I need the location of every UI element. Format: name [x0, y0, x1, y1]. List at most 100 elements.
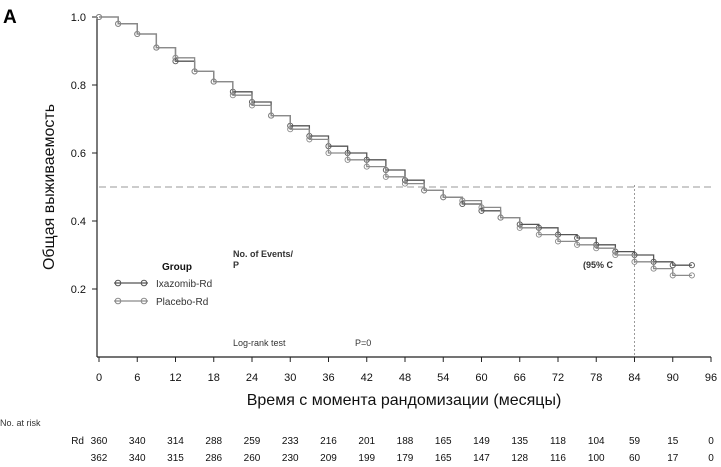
legend-label-placebo: Placebo-Rd [156, 297, 208, 308]
risk-count: 286 [205, 453, 222, 464]
risk-count: 116 [550, 453, 566, 464]
risk-count: 17 [667, 453, 679, 464]
survival-curves [95, 13, 695, 279]
y-axis-title: Общая выживаемость [41, 104, 58, 270]
x-tick-label: 96 [705, 372, 717, 384]
censor-marker-placebo [153, 44, 160, 51]
censor-marker-placebo [115, 20, 122, 27]
survival-curve-placebo [99, 16, 692, 277]
censor-marker-ixazomib [688, 262, 695, 269]
x-tick-label: 12 [169, 372, 181, 384]
legend-marker-ixazomib [114, 279, 122, 287]
censor-marker-placebo [134, 30, 141, 38]
censor-marker-placebo [95, 13, 103, 21]
risk-table-header: No. at risk [0, 418, 41, 428]
censor-marker-ixazomib [669, 262, 676, 269]
risk-count: 360 [91, 436, 108, 447]
x-tick-label: 30 [284, 372, 296, 384]
censor-marker-placebo [593, 245, 600, 252]
censor-marker-placebo [669, 272, 676, 279]
risk-count: 100 [588, 453, 605, 464]
censor-marker-placebo [382, 173, 389, 180]
ci-label: (95% C [583, 260, 614, 270]
x-tick-label: 78 [590, 372, 602, 384]
censor-marker-placebo [363, 163, 370, 170]
risk-count: 60 [629, 453, 641, 464]
censor-marker-ixazomib [574, 234, 581, 242]
censor-marker-placebo [268, 112, 275, 119]
censor-marker-placebo [210, 78, 217, 85]
censor-marker-placebo [497, 214, 504, 221]
censor-marker-ixazomib [478, 207, 485, 214]
risk-count: 118 [550, 436, 566, 447]
x-tick-label: 84 [628, 372, 640, 384]
risk-count: 149 [473, 436, 490, 447]
risk-count: 179 [397, 453, 414, 464]
risk-count: 288 [205, 436, 222, 447]
risk-count: 199 [358, 453, 375, 464]
censor-marker-placebo [478, 204, 485, 211]
risk-count: 59 [629, 436, 641, 447]
x-tick-label: 60 [475, 372, 487, 384]
censor-marker-placebo [459, 197, 466, 204]
censor-marker-placebo [325, 149, 332, 157]
y-tick-label: 0.8 [71, 80, 86, 92]
y-tick-label: 1.0 [71, 12, 86, 24]
censor-marker-ixazomib [459, 200, 466, 208]
censor-marker-placebo [248, 102, 256, 109]
y-tick-label: 0.2 [71, 284, 86, 296]
logrank-label: Log-rank test [233, 338, 286, 348]
risk-count: 362 [91, 453, 108, 464]
x-tick-label: 18 [208, 372, 220, 384]
censor-marker-placebo [612, 251, 619, 259]
censor-marker-placebo [401, 180, 409, 187]
risk-count: 259 [244, 436, 261, 447]
legend-title: Group [162, 262, 192, 273]
risk-count: 15 [667, 436, 679, 447]
risk-count: 260 [244, 453, 261, 464]
censor-marker-placebo [287, 126, 294, 133]
risk-count: 165 [435, 453, 452, 464]
risk-count: 340 [129, 436, 146, 447]
risk-count: 165 [435, 436, 452, 447]
x-tick-label: 48 [399, 372, 411, 384]
x-tick-label: 66 [514, 372, 526, 384]
risk-count: 314 [167, 436, 184, 447]
x-axis-ticks: 0 6 12 18 24 30 36 42 48 54 60 66 72 78 84 90 96 [96, 357, 717, 384]
legend-label-ixazomib: Ixazomib-Rd [156, 279, 212, 290]
y-axis-ticks: 0.2 0.4 0.6 0.8 1.0 [71, 12, 97, 296]
legend-marker-placebo [114, 297, 122, 305]
risk-count: 230 [282, 453, 299, 464]
y-tick-label: 0.4 [71, 216, 86, 228]
x-tick-label: 54 [437, 372, 449, 384]
risk-count: 233 [282, 436, 299, 447]
logrank-value: P=0 [355, 338, 371, 348]
censor-marker-placebo [688, 272, 695, 279]
censor-marker-placebo [516, 224, 523, 231]
censor-marker-placebo [631, 258, 638, 265]
risk-count: 315 [167, 453, 184, 464]
censor-marker-placebo [344, 156, 351, 163]
censor-marker-placebo [172, 54, 179, 61]
risk-count: 147 [473, 453, 490, 464]
censor-marker-placebo [191, 68, 198, 75]
x-tick-label: 24 [246, 372, 258, 384]
risk-count: 135 [511, 436, 528, 447]
x-tick-label: 0 [96, 372, 102, 384]
events-subheader: P [233, 260, 239, 270]
y-tick-label: 0.6 [71, 148, 86, 160]
legend: Group Ixazomib-Rd Placebo-Rd [114, 262, 212, 308]
risk-table: 360 340 314 288 259 233 216 201 188 165 149 135 118 1… [91, 436, 715, 464]
risk-count: 201 [358, 436, 375, 447]
risk-count: 216 [320, 436, 337, 447]
censor-marker-placebo [421, 187, 428, 194]
x-tick-label: 72 [552, 372, 564, 384]
x-tick-label: 42 [361, 372, 373, 384]
risk-count: 104 [588, 436, 605, 447]
censor-marker-ixazomib [172, 58, 179, 65]
x-axis-title: Время с момента рандомизации (месяцы) [247, 392, 562, 409]
x-tick-label: 6 [134, 372, 140, 384]
censor-marker-placebo [306, 136, 313, 143]
censor-marker-placebo [574, 241, 581, 248]
